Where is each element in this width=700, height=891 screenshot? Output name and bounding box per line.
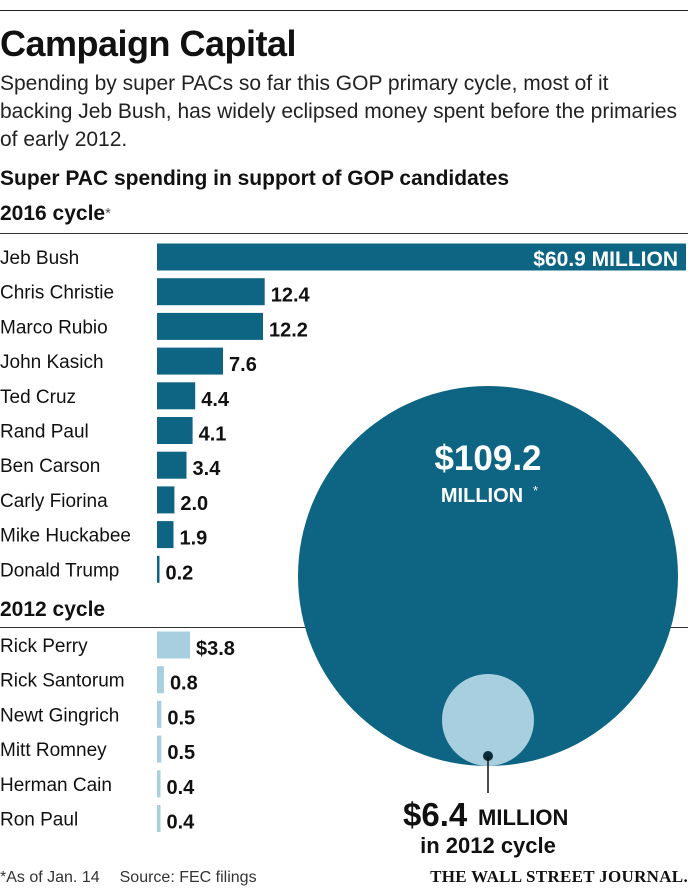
bar-ron-paul xyxy=(157,805,161,832)
subtitle: Spending by super PACs so far this GOP p… xyxy=(0,72,678,151)
data-label-marco-rubio: 12.2 xyxy=(269,319,308,341)
page-title: Campaign Capital xyxy=(0,23,297,64)
bar-jeb-bush xyxy=(157,243,686,271)
data-label-rick-santorum: 0.8 xyxy=(170,673,198,695)
bar-rick-santorum xyxy=(157,666,164,694)
category-label-ben-carson: Ben Carson xyxy=(0,456,100,477)
data-label-ben-carson: 3.4 xyxy=(193,458,222,480)
bar-donald-trump xyxy=(157,555,160,583)
bar-marco-rubio xyxy=(157,312,263,340)
category-label-mitt-romney: Mitt Romney xyxy=(0,740,107,761)
category-label-herman-cain: Herman Cain xyxy=(0,775,112,796)
footnote-text: *As of Jan. 14 xyxy=(0,869,100,886)
bar-mike-huckabee xyxy=(157,521,174,549)
section-heading-2012: 2012 cycle xyxy=(0,598,106,621)
section-rule-2016 xyxy=(0,233,688,234)
section-label-2016: 2016 cycle xyxy=(0,202,106,225)
category-label-rick-perry: Rick Perry xyxy=(0,636,88,657)
bubble-2012-unit: MILLION xyxy=(478,805,568,830)
chart-heading: Super PAC spending in support of GOP can… xyxy=(0,167,510,190)
category-label-rick-santorum: Rick Santorum xyxy=(0,671,125,692)
data-label-chris-christie: 12.4 xyxy=(271,285,311,307)
bubble-2012-note: in 2012 cycle xyxy=(420,833,556,858)
data-label-john-kasich: 7.6 xyxy=(229,354,257,376)
bubble-2016-total xyxy=(298,386,678,766)
data-label-ron-paul: 0.4 xyxy=(166,812,195,834)
category-label-jeb-bush: Jeb Bush xyxy=(0,248,79,269)
bubble-2016-unit: MILLION xyxy=(441,485,523,507)
data-label-mike-huckabee: 1.9 xyxy=(180,528,208,550)
data-label-donald-trump: 0.2 xyxy=(166,562,194,584)
bar-chris-christie xyxy=(157,278,265,306)
bar-john-kasich xyxy=(157,347,223,375)
category-label-newt-gingrich: Newt Gingrich xyxy=(0,705,119,726)
bubble-2012-amount: $6.4 xyxy=(403,796,468,833)
data-label-carly-fiorina: 2.0 xyxy=(180,493,208,515)
data-label-rick-perry: $3.8 xyxy=(196,638,235,660)
source-text: Source: FEC filings xyxy=(119,869,257,886)
data-label-herman-cain: 0.4 xyxy=(166,777,195,799)
category-label-ted-cruz: Ted Cruz xyxy=(0,387,76,408)
top-rule xyxy=(0,10,688,11)
category-label-chris-christie: Chris Christie xyxy=(0,283,114,304)
category-label-mike-huckabee: Mike Huckabee xyxy=(0,526,131,547)
publisher-logo: THE WALL STREET JOURNAL. xyxy=(430,867,688,886)
data-label-jeb-bush: $60.9 MILLION xyxy=(533,248,678,271)
category-label-carly-fiorina: Carly Fiorina xyxy=(0,491,108,512)
footnote: *As of Jan. 14 Source: FEC filings xyxy=(0,868,257,888)
bar-carly-fiorina xyxy=(157,486,175,514)
bar-herman-cain xyxy=(157,770,161,798)
data-label-mitt-romney: 0.5 xyxy=(167,742,195,764)
bar-ben-carson xyxy=(157,451,187,479)
category-label-marco-rubio: Marco Rubio xyxy=(0,317,108,338)
bubble-2012-total xyxy=(442,674,534,767)
category-label-john-kasich: John Kasich xyxy=(0,352,104,373)
bubble-2016-amount: $109.2 xyxy=(434,439,541,478)
bubble-2016-marker: * xyxy=(533,483,538,498)
bar-rick-perry xyxy=(157,631,190,659)
data-label-rand-paul: 4.1 xyxy=(199,424,227,446)
data-label-newt-gingrich: 0.5 xyxy=(167,707,195,729)
category-label-donald-trump: Donald Trump xyxy=(0,560,119,581)
section-marker-2016: * xyxy=(105,205,111,222)
bar-newt-gingrich xyxy=(157,700,162,728)
bar-mitt-romney xyxy=(157,735,162,763)
category-label-ron-paul: Ron Paul xyxy=(0,810,78,831)
bar-ted-cruz xyxy=(157,382,196,410)
data-label-ted-cruz: 4.4 xyxy=(201,389,230,411)
bar-rand-paul xyxy=(157,417,193,444)
category-label-rand-paul: Rand Paul xyxy=(0,422,89,443)
section-heading-2016: 2016 cycle* xyxy=(0,201,111,227)
